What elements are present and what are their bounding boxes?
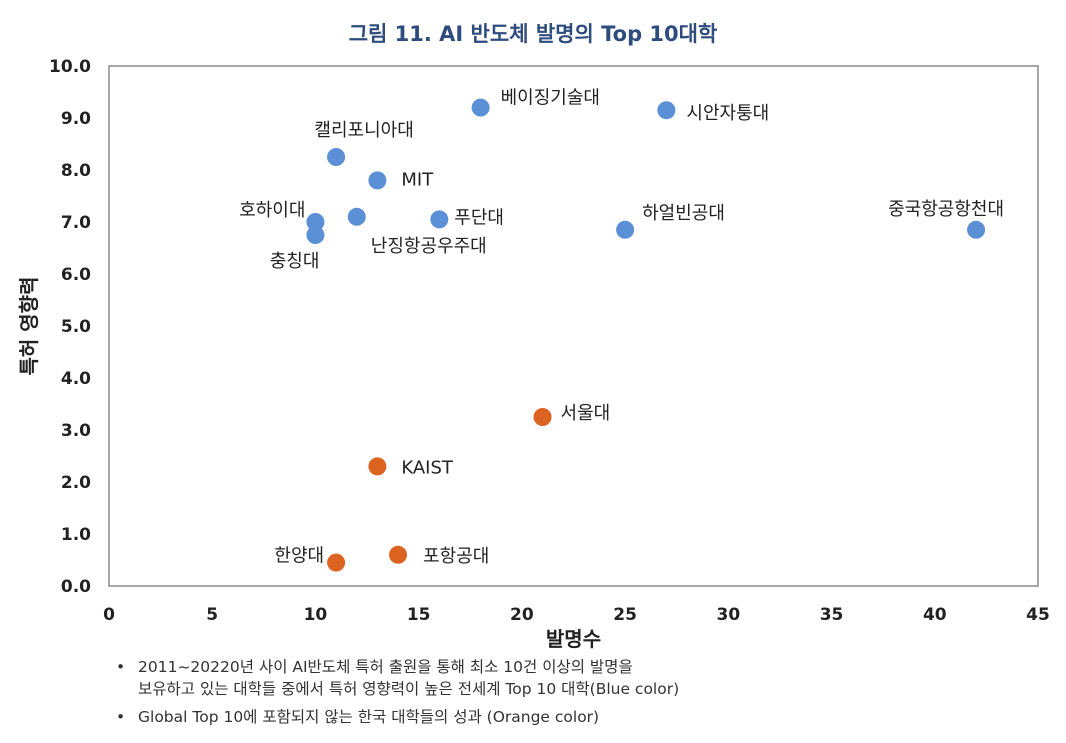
y-tick-label: 4.0 [61, 369, 91, 389]
data-point [471, 98, 490, 117]
data-label: 서울대 [561, 403, 611, 424]
data-point [327, 148, 346, 166]
x-tick-label: 45 [1026, 605, 1050, 625]
data-point [616, 220, 635, 239]
data-label: 충칭대 [270, 251, 320, 272]
data-label: 베이징기술대 [501, 88, 600, 109]
y-tick-label: 1.0 [61, 525, 91, 545]
data-point [430, 210, 449, 229]
y-tick-label: 8.0 [61, 161, 91, 181]
data-label: KAIST [401, 457, 454, 478]
y-tick-label: 7.0 [61, 213, 91, 233]
data-label: 한양대 [274, 546, 324, 567]
x-tick-label: 20 [510, 605, 534, 625]
footnote-1-line-1: 2011~20220년 사이 AI반도체 특허 출원을 통해 최소 10건 이상… [138, 658, 633, 676]
data-point [368, 457, 387, 476]
data-label: 하얼빈공대 [642, 203, 725, 224]
x-axis-label: 발명수 [546, 627, 601, 651]
data-point [389, 545, 408, 564]
x-tick-label: 35 [820, 605, 844, 625]
data-point [967, 220, 986, 239]
data-label: 푸단대 [454, 207, 504, 228]
footnote-1-line-2: 보유하고 있는 대학들 중에서 특허 영향력이 높은 전세계 Top 10 대학… [138, 680, 680, 698]
footnote-1: • 2011~20220년 사이 AI반도체 특허 출원을 통해 최소 10건 … [112, 656, 679, 700]
x-tick-label: 40 [923, 605, 947, 625]
y-tick-label: 6.0 [61, 265, 91, 285]
data-point [306, 226, 325, 244]
bullet: • [116, 708, 126, 726]
chart-title: 그림 11. AI 반도체 발명의 Top 10대학 [348, 22, 718, 46]
footnotes: • 2011~20220년 사이 AI반도체 특허 출원을 통해 최소 10건 … [112, 656, 679, 734]
y-tick-label: 10.0 [49, 57, 91, 77]
bullet: • [116, 658, 126, 676]
data-label: 난징항공우주대 [371, 236, 487, 257]
x-tick-label: 5 [206, 605, 218, 625]
data-point [347, 207, 366, 226]
data-point [533, 408, 552, 426]
data-point [327, 553, 346, 572]
data-label: 캘리포니아대 [314, 120, 413, 141]
x-tick-label: 10 [304, 605, 328, 625]
x-tick-label: 15 [407, 605, 431, 625]
x-tick-label: 30 [716, 605, 740, 625]
data-label: 포항공대 [423, 546, 489, 567]
y-tick-label: 9.0 [61, 109, 91, 129]
data-point [306, 213, 325, 231]
data-point [657, 101, 676, 120]
data-label: 시안자퉁대 [686, 103, 769, 124]
y-tick-label: 5.0 [61, 317, 91, 337]
footnote-2-line-1: Global Top 10에 포함되지 않는 한국 대학들의 성과 (Orang… [138, 708, 600, 726]
y-tick-label: 3.0 [61, 421, 91, 441]
y-axis-label: 특허 영향력 [17, 277, 41, 376]
data-point [368, 171, 387, 190]
y-tick-label: 2.0 [61, 473, 91, 493]
plot-frame [108, 65, 1039, 587]
footnote-2: • Global Top 10에 포함되지 않는 한국 대학들의 성과 (Ora… [112, 706, 679, 728]
data-label: 중국항공항천대 [888, 199, 1004, 220]
y-tick-label: 0.0 [61, 577, 91, 597]
data-label: MIT [401, 169, 434, 190]
x-tick-label: 0 [103, 605, 115, 625]
x-tick-label: 25 [613, 605, 637, 625]
data-label: 호하이대 [239, 200, 305, 221]
